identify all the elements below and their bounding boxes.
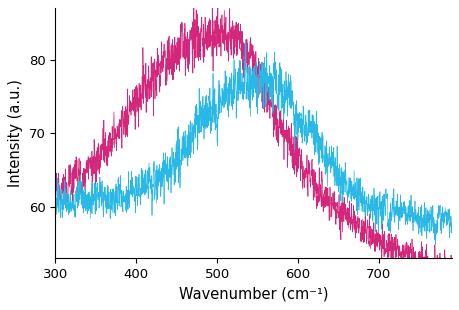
- Y-axis label: Intensity (a.u.): Intensity (a.u.): [8, 79, 23, 187]
- X-axis label: Wavenumber (cm⁻¹): Wavenumber (cm⁻¹): [179, 287, 328, 302]
